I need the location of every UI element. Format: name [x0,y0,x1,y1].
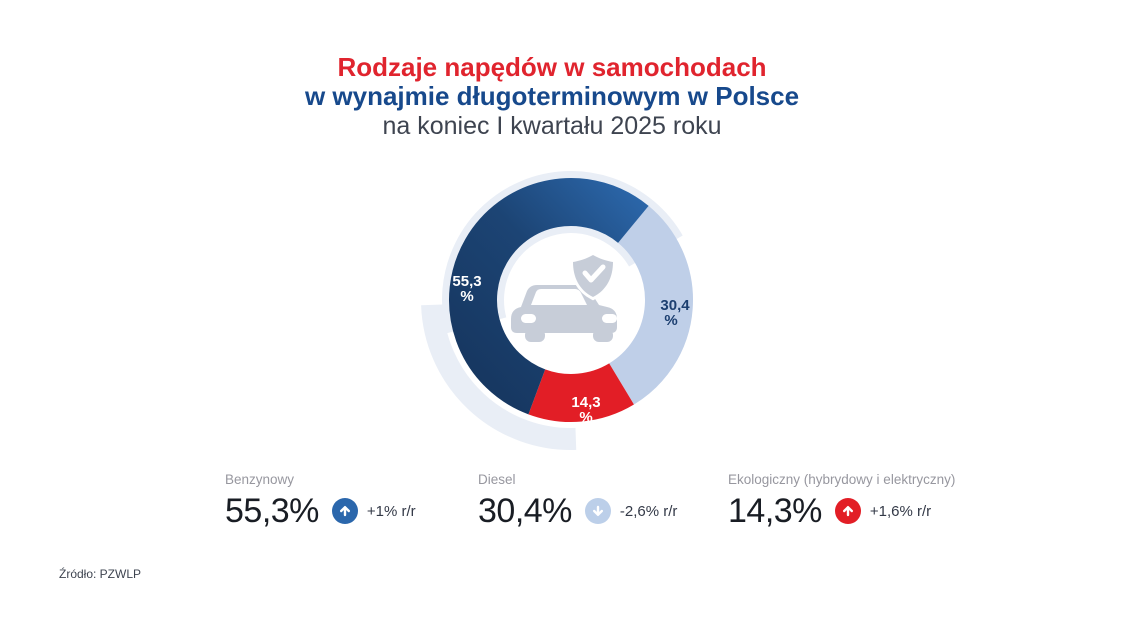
segment-label-diesel-unit: % [664,312,677,329]
legend-change: +1% r/r [366,502,416,520]
car-headlight-left [521,314,536,323]
legend-change: -2,6% r/r [619,502,678,520]
car-wheel-left [525,329,545,342]
car-wheel-right [593,329,613,342]
segment-label-ekologiczny-unit: % [579,409,592,426]
trend-down-icon [584,498,611,524]
trend-up-icon [834,498,861,524]
legend-item-ekologiczny: Ekologiczny (hybrydowy i elektryczny) 14… [728,472,955,528]
halo-arc-1 [421,304,577,450]
legend-label: Diesel [478,472,516,487]
title-block: Rodzaje napędów w samochodach w wynajmie… [0,53,1104,141]
title-line-1: Rodzaje napędów w samochodach [337,52,767,82]
legend-label: Ekologiczny (hybrydowy i elektryczny) [728,472,956,487]
title-line-3: na koniec I kwartału 2025 roku [382,112,722,140]
source-note: Źródło: PZWLP [59,567,142,581]
legend-change: +1,6% r/r [869,502,932,520]
donut-segment-benzynowy [449,178,649,415]
donut-segments [449,178,693,422]
car-shield-icon [511,251,617,342]
legend-item-diesel: Diesel 30,4% -2,6% r/r [478,472,677,528]
donut-segment-diesel [608,205,693,405]
legend-value: 14,3% [728,492,822,530]
shield-check-icon [569,251,617,301]
title-line-2: w wynajmie długoterminowym w Polsce [304,81,800,111]
legend-label: Benzynowy [225,472,295,487]
car-headlight-right [602,314,617,323]
trend-up-icon [331,498,358,524]
segment-label-diesel-value: 30,4 [660,297,690,314]
segment-label-ekologiczny-value: 14,3 [571,394,600,411]
segment-label-benzynowy-value: 55,3 [452,273,481,290]
donut-chart: 55,3 % 30,4 % 14,3 % [421,171,693,450]
legend-value: 55,3% [225,492,319,530]
car-window [531,289,587,305]
segment-label-benzynowy-unit: % [460,288,473,305]
legend-item-benzynowy: Benzynowy 55,3% +1% r/r [225,472,416,528]
donut-segment-ekologiczny [528,362,634,422]
legend-value: 30,4% [478,492,572,530]
